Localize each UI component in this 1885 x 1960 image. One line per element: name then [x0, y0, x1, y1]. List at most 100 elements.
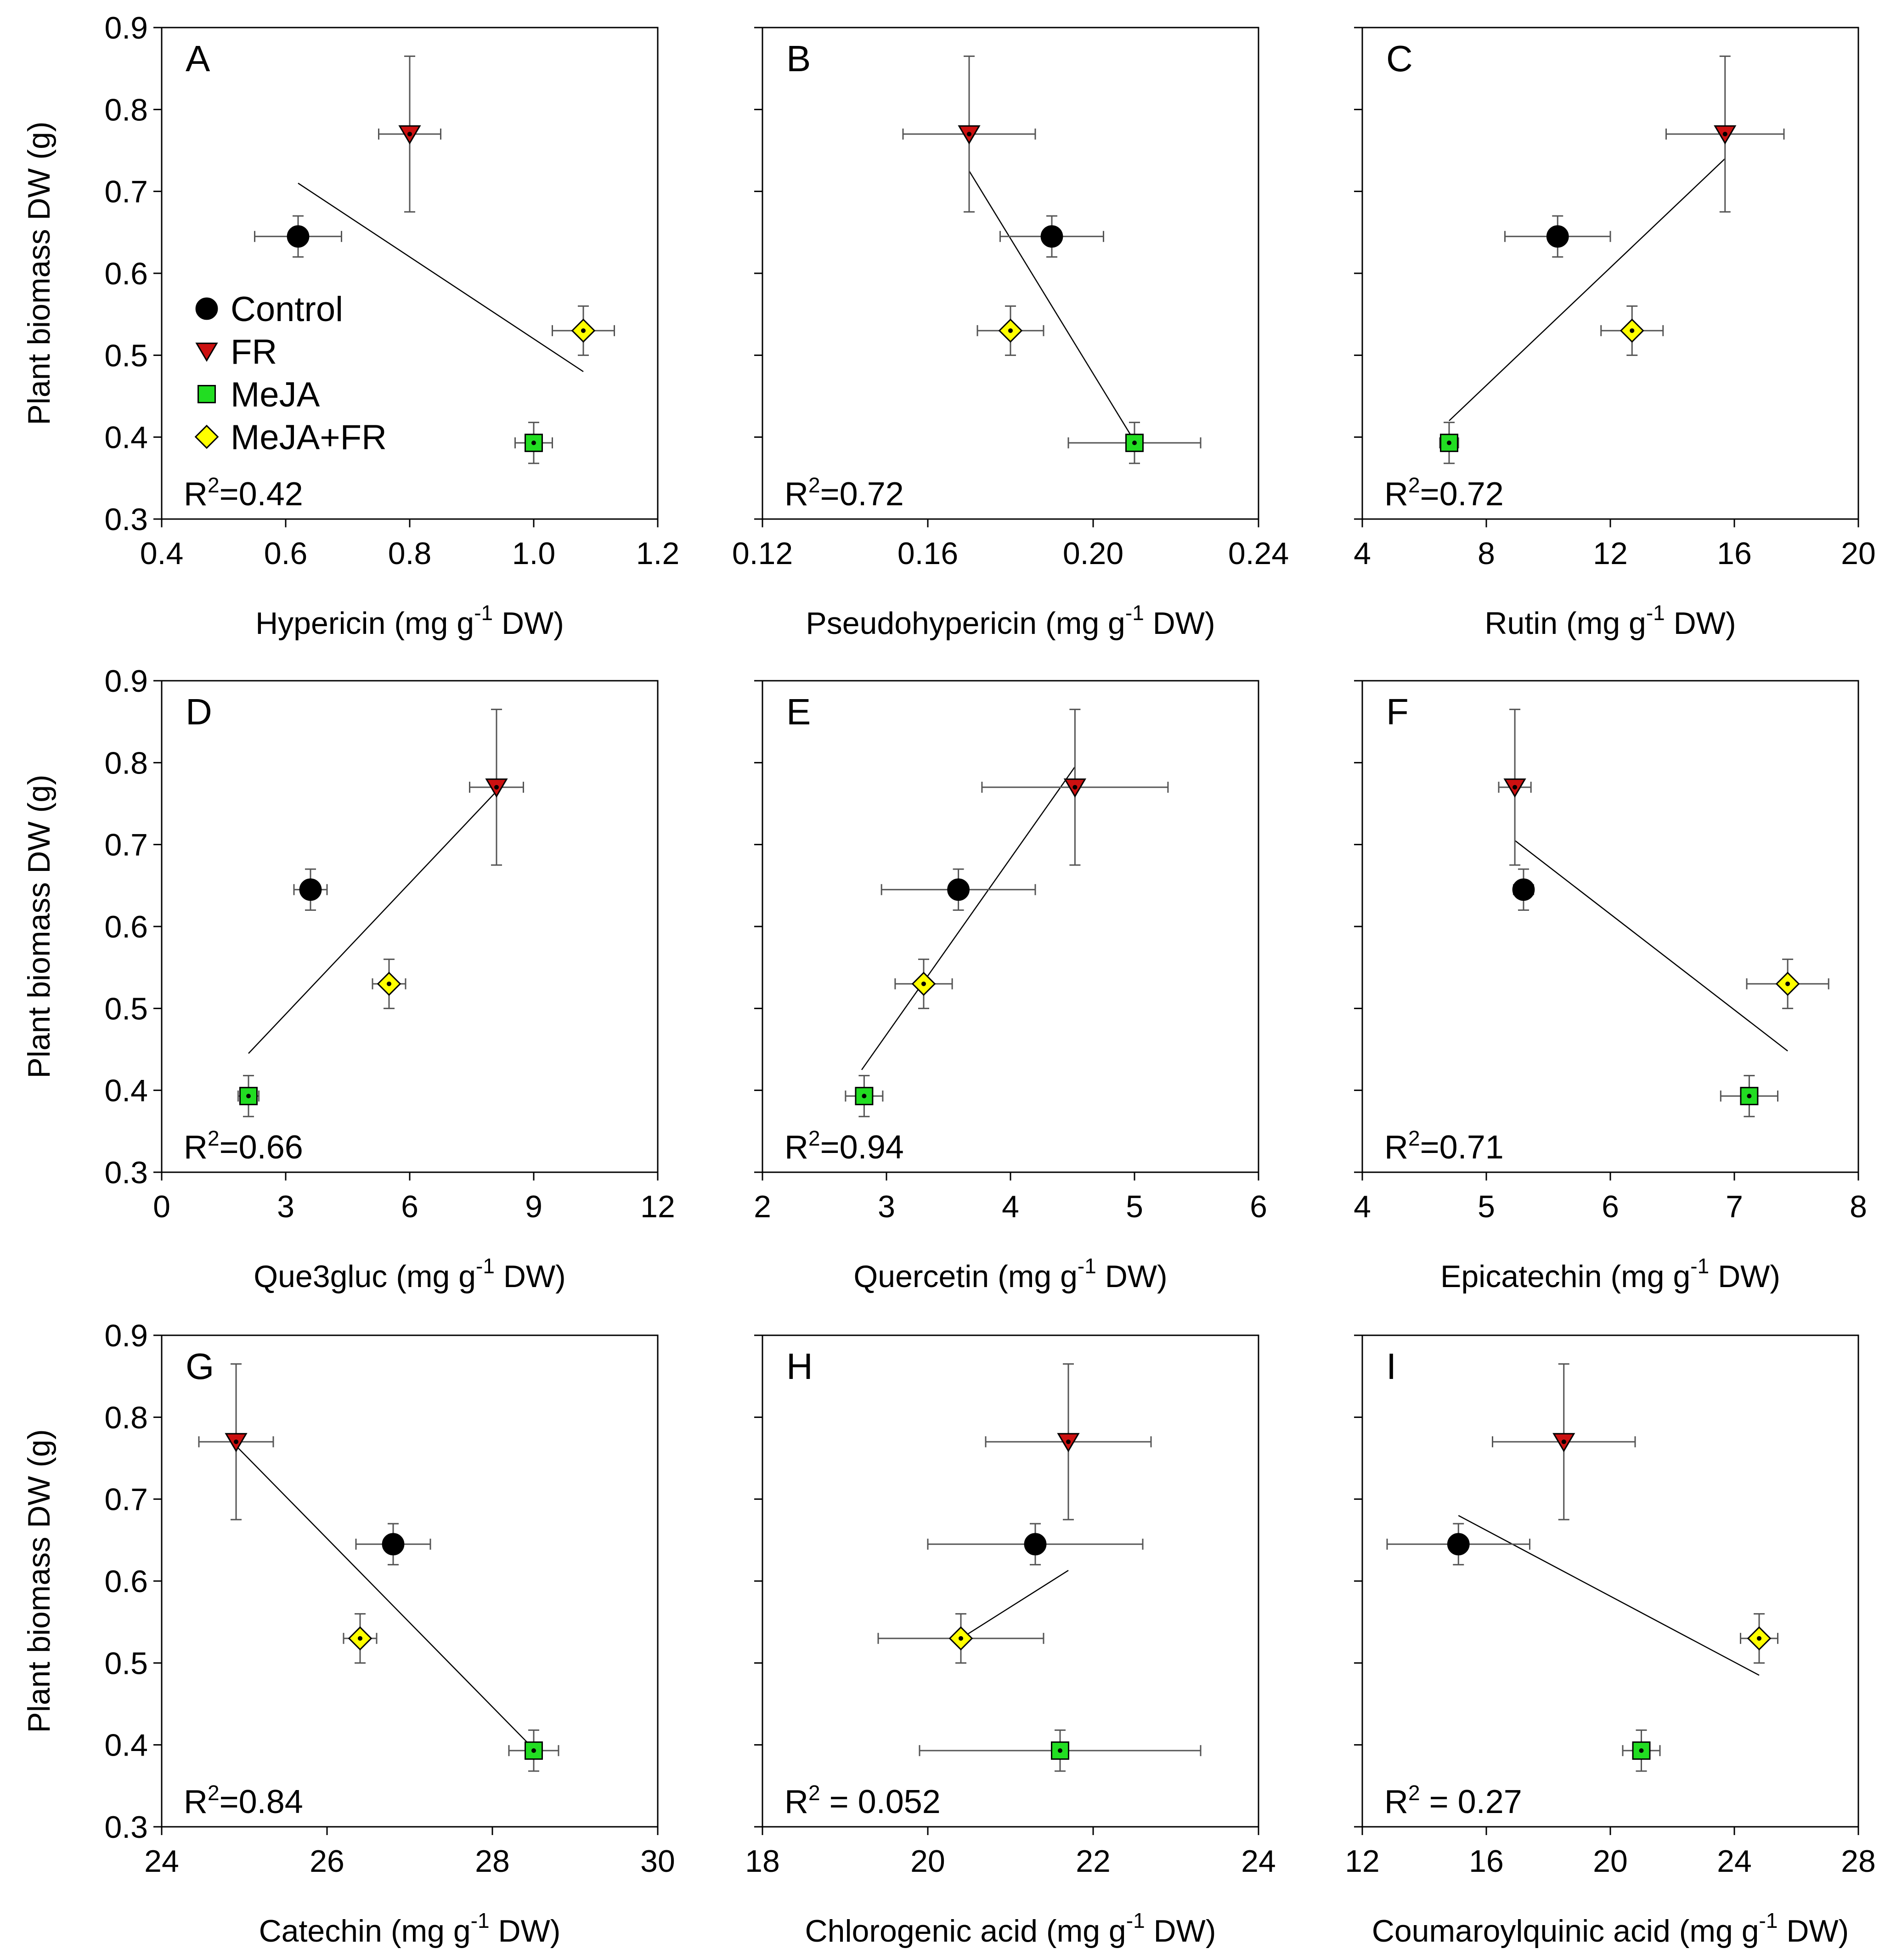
point-fr-center-dot	[1513, 785, 1518, 790]
panel-letter: H	[786, 1346, 813, 1387]
point-mejafr-center-dot	[921, 981, 926, 986]
r-squared-superscript: 2	[1408, 1781, 1420, 1805]
x-tick-label: 3	[878, 1189, 895, 1224]
y-tick-label: 0.3	[104, 1810, 148, 1845]
regression-line	[1458, 1515, 1760, 1676]
point-control	[947, 878, 970, 901]
x-tick-label: 20	[1841, 536, 1876, 571]
point-fr-center-dot	[1072, 785, 1078, 790]
x-tick-label: 0.6	[264, 536, 308, 571]
y-tick-label: 0.7	[104, 1482, 148, 1517]
r-squared-superscript: 2	[808, 1781, 820, 1805]
x-tick-label: 6	[401, 1189, 418, 1224]
x-tick-label: 0.4	[140, 536, 184, 571]
r-squared-symbol: R	[1384, 476, 1408, 513]
point-mejafr-center-dot	[1008, 328, 1013, 333]
panel-d: 0.3 0.4 0.5 0.6 0.7 0.8 0.9 0 3 6 9 12 Que3gluc (mg …	[22, 664, 675, 1294]
r-squared-label: R2=0.84	[184, 1781, 303, 1820]
y-tick-label: 0.9	[104, 11, 148, 45]
point-mejafr-center-dot	[1785, 981, 1790, 986]
x-tick-label: 4	[1354, 536, 1371, 571]
point-fr-center-dot	[1561, 1439, 1566, 1444]
point-mejafr-center-dot	[358, 1636, 362, 1641]
x-axis-label-main: Catechin (mg g	[259, 1914, 471, 1949]
y-axis-label: Plant biomass DW (g)	[22, 774, 56, 1078]
x-axis-label-tail: DW)	[1144, 606, 1215, 641]
panel-letter: E	[786, 691, 811, 732]
r-squared-value: =0.71	[1420, 1129, 1504, 1166]
y-axis-label: Plant biomass DW (g)	[22, 1429, 56, 1733]
x-axis-label: Que3gluc (mg g-1 DW)	[254, 1254, 566, 1294]
r-squared-label: R2=0.72	[784, 473, 904, 513]
x-tick-label: 6	[1250, 1189, 1267, 1224]
legend-label-mejafr: MeJA+FR	[231, 418, 387, 457]
r-squared-value: = 0.27	[1420, 1784, 1522, 1820]
x-tick-label: 1.0	[512, 536, 556, 571]
x-tick-label: 0	[153, 1189, 170, 1224]
x-axis-label-main: Epicatechin (mg g	[1440, 1259, 1690, 1294]
point-control	[299, 878, 322, 901]
panel-letter: A	[186, 38, 210, 79]
point-control	[287, 225, 310, 248]
point-mejafr-center-dot	[581, 328, 586, 333]
x-axis-label: Quercetin (mg g-1 DW)	[853, 1254, 1167, 1294]
x-tick-label: 26	[310, 1844, 344, 1879]
panel-letter: D	[186, 691, 212, 732]
point-meja-center-dot	[1447, 441, 1451, 446]
x-axis-label-main: Que3gluc (mg g	[254, 1259, 476, 1294]
x-tick-label: 6	[1602, 1189, 1619, 1224]
x-tick-label: 28	[1841, 1844, 1876, 1879]
x-axis-label-superscript: -1	[1690, 1254, 1709, 1278]
r-squared-value: = 0.052	[820, 1784, 941, 1820]
r-squared-label: R2 = 0.052	[784, 1781, 941, 1820]
r-squared-symbol: R	[1384, 1129, 1408, 1166]
r-squared-symbol: R	[784, 1129, 808, 1166]
panel-b: 0.12 0.16 0.20 0.24 Pseudohypericin (mg g-1 …	[732, 27, 1289, 641]
point-meja	[855, 1087, 874, 1106]
regression-line	[861, 766, 1076, 1070]
x-axis-label-tail: DW)	[493, 606, 564, 641]
r-squared-superscript: 2	[208, 473, 220, 497]
legend-label-fr: FR	[231, 333, 277, 372]
x-axis-label-main: Pseudohypericin (mg g	[806, 606, 1125, 641]
x-tick-label: 24	[1717, 1844, 1752, 1879]
legend-label-control: Control	[231, 290, 343, 329]
legend-marker-meja	[198, 385, 216, 403]
point-mejafr-center-dot	[387, 981, 391, 986]
panel-letter: G	[186, 1346, 214, 1387]
point-control	[382, 1533, 405, 1556]
regression-line	[298, 182, 584, 373]
point-meja-center-dot	[531, 441, 536, 446]
plot-frame	[762, 680, 1259, 1173]
r-squared-symbol: R	[1384, 1784, 1408, 1820]
point-meja-center-dot	[862, 1094, 867, 1099]
legend-marker-control	[195, 297, 218, 320]
x-tick-label: 8	[1850, 1189, 1867, 1224]
x-tick-label: 0.8	[388, 536, 432, 571]
x-tick-label: 2	[754, 1189, 771, 1224]
r-squared-label: R2=0.72	[1384, 473, 1504, 513]
y-tick-label: 0.5	[104, 1646, 148, 1681]
y-tick-label: 0.7	[104, 828, 148, 863]
x-axis-label-superscript: -1	[476, 1254, 495, 1278]
r-squared-superscript: 2	[208, 1781, 220, 1805]
r-squared-superscript: 2	[808, 1126, 820, 1150]
plot-frame	[161, 680, 659, 1173]
panel-g: 0.3 0.4 0.5 0.6 0.7 0.8 0.9 24 26 28 30 Catechin (m…	[22, 1318, 675, 1949]
x-axis-label: Catechin (mg g-1 DW)	[259, 1909, 561, 1949]
x-axis-label-main: Quercetin (mg g	[853, 1259, 1078, 1294]
y-tick-label: 0.3	[104, 1155, 148, 1190]
r-squared-value: =0.94	[820, 1129, 904, 1166]
r-squared-symbol: R	[784, 476, 808, 513]
y-tick-label: 0.5	[104, 991, 148, 1026]
point-meja-center-dot	[1747, 1094, 1752, 1099]
x-tick-label: 1.2	[636, 536, 680, 571]
x-axis-label-superscript: -1	[1646, 601, 1665, 625]
y-tick-label: 0.5	[104, 338, 148, 373]
y-axis-label: Plant biomass DW (g)	[22, 121, 56, 425]
r-squared-symbol: R	[784, 1784, 808, 1820]
regression-line	[1514, 840, 1788, 1052]
point-meja-center-dot	[1058, 1748, 1062, 1753]
